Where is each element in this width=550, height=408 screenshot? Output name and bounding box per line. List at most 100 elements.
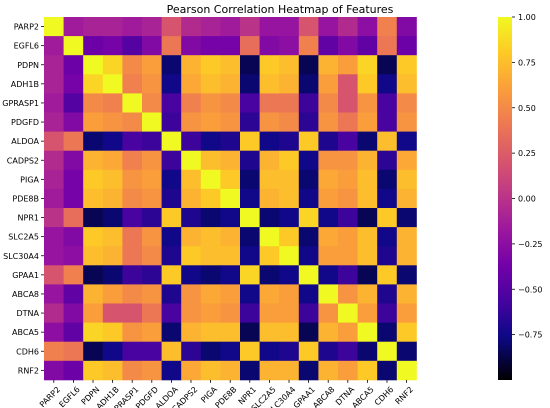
heatmap-cell (396, 284, 417, 304)
heatmap-cell (122, 150, 143, 171)
heatmap-cell (298, 341, 319, 362)
heatmap-cell (396, 341, 417, 362)
heatmap-cell (102, 112, 123, 132)
heatmap-cell (83, 322, 104, 343)
heatmap-cell (279, 17, 300, 37)
heatmap-cell (220, 284, 241, 304)
heatmap-cell (279, 93, 300, 113)
heatmap-cell (200, 360, 221, 381)
y-tick-label: SLC2A5 (8, 233, 39, 242)
heatmap-cell (220, 150, 241, 171)
heatmap-cell (44, 74, 64, 94)
heatmap-cell (357, 265, 378, 285)
heatmap-cell (161, 322, 182, 343)
heatmap-cell (44, 169, 64, 190)
heatmap-cell (298, 322, 319, 343)
heatmap-cell (102, 227, 123, 247)
heatmap-cell (357, 93, 378, 113)
heatmap-cell (44, 360, 64, 381)
heatmap-cell (298, 55, 319, 75)
heatmap-cell (44, 17, 64, 37)
heatmap-cell (200, 112, 221, 132)
x-tick-label: CDH6 (373, 385, 396, 408)
colorbar-tick-label: 0.00 (518, 195, 536, 204)
heatmap-cell (259, 74, 280, 94)
heatmap-cell (102, 322, 123, 343)
heatmap-cell (259, 131, 280, 152)
heatmap-cell (102, 93, 123, 113)
heatmap-cell (377, 227, 398, 247)
heatmap-cell (338, 55, 358, 75)
heatmap-cell (220, 227, 241, 247)
heatmap-cell (259, 246, 280, 266)
heatmap-cell (338, 303, 358, 323)
heatmap-cell (357, 227, 378, 247)
heatmap-cell (142, 74, 162, 94)
heatmap-cell (181, 55, 202, 75)
heatmap-cell (181, 265, 202, 285)
heatmap-cell (357, 55, 378, 75)
heatmap-cell (318, 17, 339, 37)
heatmap-cell (338, 93, 358, 113)
heatmap-cell (44, 150, 64, 171)
heatmap-cell (259, 93, 280, 113)
heatmap-cell (298, 150, 319, 171)
heatmap-cell (102, 74, 123, 94)
heatmap-cell (220, 246, 241, 266)
heatmap-cell (357, 246, 378, 266)
heatmap-cell (44, 55, 64, 75)
heatmap-cell (338, 341, 358, 362)
heatmap-cell (220, 93, 241, 113)
y-tick-label: ABCA8 (12, 290, 39, 299)
heatmap-cell (142, 55, 162, 75)
heatmap-cell (357, 303, 378, 323)
heatmap-cell (63, 303, 84, 323)
heatmap-cell (122, 265, 143, 285)
heatmap-cell (318, 188, 339, 209)
heatmap-cell (44, 246, 64, 266)
heatmap-cell (161, 265, 182, 285)
heatmap-cell (220, 74, 241, 94)
heatmap-cell (83, 341, 104, 362)
heatmap-cell (161, 131, 182, 152)
heatmap-cell (181, 150, 202, 171)
heatmap-cell (338, 112, 358, 132)
heatmap-cell (240, 74, 260, 94)
heatmap-cell (142, 36, 162, 56)
heatmap-cell (240, 303, 260, 323)
heatmap-cell (240, 265, 260, 285)
heatmap-cell (240, 227, 260, 247)
heatmap-cell (181, 36, 202, 56)
heatmap-cell (357, 322, 378, 343)
heatmap-cell (396, 188, 417, 209)
heatmap-cell (338, 246, 358, 266)
heatmap-cell (318, 208, 339, 228)
heatmap-cell (200, 169, 221, 190)
heatmap-cell (63, 74, 84, 94)
heatmap-cell (200, 131, 221, 152)
heatmap-cell (63, 17, 84, 37)
heatmap-cell (181, 246, 202, 266)
heatmap-cell (377, 246, 398, 266)
heatmap-cell (377, 341, 398, 362)
heatmap-cell (200, 246, 221, 266)
heatmap-cell (318, 360, 339, 381)
heatmap-cell (200, 74, 221, 94)
heatmap-cell (102, 188, 123, 209)
heatmap-cell (142, 322, 162, 343)
heatmap-cell (259, 112, 280, 132)
heatmap-cell (83, 360, 104, 381)
heatmap-cell (142, 303, 162, 323)
heatmap-cell (161, 112, 182, 132)
heatmap-cell (161, 74, 182, 94)
heatmap-cell (161, 150, 182, 171)
heatmap-cell (377, 74, 398, 94)
heatmap-cell (161, 36, 182, 56)
heatmap-cell (122, 131, 143, 152)
heatmap-cell (298, 303, 319, 323)
heatmap-cell (298, 284, 319, 304)
heatmap-cell (377, 169, 398, 190)
heatmap-cell (200, 227, 221, 247)
heatmap-cell (298, 17, 319, 37)
heatmap-cell (161, 284, 182, 304)
